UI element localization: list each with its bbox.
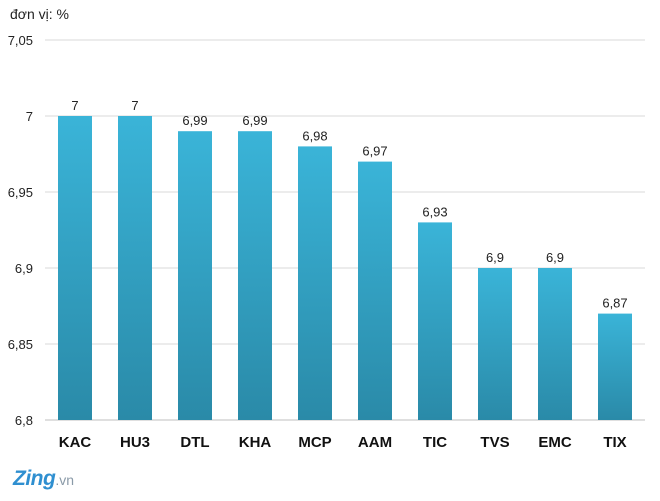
y-tick-label: 6,8 [15,413,33,428]
value-label: 6,97 [362,144,387,159]
value-label: 6,93 [422,204,447,219]
y-axis-ticks: 6,8 6,85 6,9 6,95 7 7,05 [8,33,33,428]
x-tick-label: TVS [480,434,509,451]
value-label: 6,87 [602,296,627,311]
x-tick-label: DTL [180,434,209,451]
bar-kha [238,131,272,420]
value-label: 6,99 [182,113,207,128]
x-tick-label: TIX [603,434,626,451]
unit-label: đơn vị: % [10,6,69,22]
x-tick-label: KAC [59,434,92,451]
x-axis-ticks: KAC HU3 DTL KHA MCP AAM TIC TVS EMC TIX [59,434,627,451]
logo-brand: Zing [13,467,56,490]
value-label: 6,9 [546,250,564,265]
bar-hu3 [118,116,152,420]
x-tick-label: MCP [298,434,331,451]
bar-kac [58,116,92,420]
value-label: 7 [71,98,78,113]
bar-dtl [178,131,212,420]
logo-suffix: .vn [55,472,75,488]
y-tick-label: 6,95 [8,185,33,200]
value-label: 6,98 [302,128,327,143]
value-labels: 7 7 6,99 6,99 6,98 6,97 6,93 6,9 6,9 6,87 [71,98,627,311]
bar-tix [598,313,632,420]
bars [58,116,632,420]
bar-tvs [478,268,512,420]
bar-aam [358,161,392,420]
bar-mcp [298,146,332,420]
y-tick-label: 6,9 [15,261,33,276]
x-tick-label: AAM [358,434,392,451]
zing-logo: Zing.vn [13,467,74,491]
x-tick-label: HU3 [120,434,150,451]
bar-emc [538,268,572,420]
value-label: 6,9 [486,250,504,265]
value-label: 6,99 [242,113,267,128]
y-tick-label: 7,05 [8,33,33,48]
x-tick-label: KHA [239,434,272,451]
value-label: 7 [131,98,138,113]
x-tick-label: TIC [423,434,447,451]
bar-tic [418,222,452,420]
y-tick-label: 7 [26,109,33,124]
x-tick-label: EMC [538,434,572,451]
y-tick-label: 6,85 [8,337,33,352]
